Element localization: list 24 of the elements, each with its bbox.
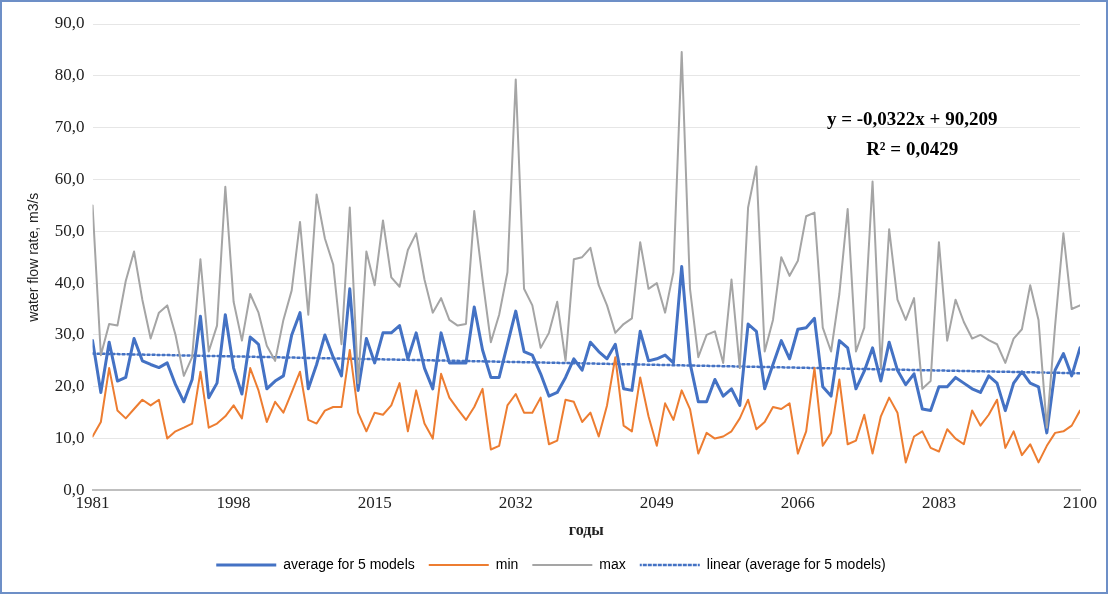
x-tick-label: 2083 [921, 493, 956, 513]
legend-label: average for 5 models [283, 555, 415, 572]
y-axis-title: water flow rate, m3/s [25, 192, 42, 323]
annotation: R² = 0,0429 [866, 137, 959, 159]
legend-label: min [495, 555, 519, 572]
y-tick-label: 40,0 [54, 272, 85, 292]
x-tick-label: 2015 [357, 493, 392, 513]
y-tick-label: 90,0 [54, 13, 85, 33]
annotation: y = -0,0322x + 90,209 [826, 107, 998, 129]
x-tick-label: 1998 [216, 493, 251, 513]
x-tick-label: 2066 [780, 493, 815, 513]
y-tick-label: 20,0 [54, 376, 85, 396]
y-tick-label: 80,0 [54, 65, 85, 85]
y-tick-label: 10,0 [54, 428, 85, 448]
y-tick-label: 70,0 [54, 117, 85, 137]
x-tick-label: 2049 [639, 493, 674, 513]
x-axis-title: годы [568, 520, 605, 538]
x-tick-label: 2032 [498, 493, 533, 513]
y-tick-label: 30,0 [54, 324, 85, 344]
legend-label: linear (average for 5 models) [706, 555, 886, 572]
legend-label: max [599, 555, 626, 572]
y-tick-label: 60,0 [54, 168, 85, 188]
x-tick-label: 2100 [1063, 493, 1097, 513]
y-tick-label: 50,0 [54, 220, 85, 240]
